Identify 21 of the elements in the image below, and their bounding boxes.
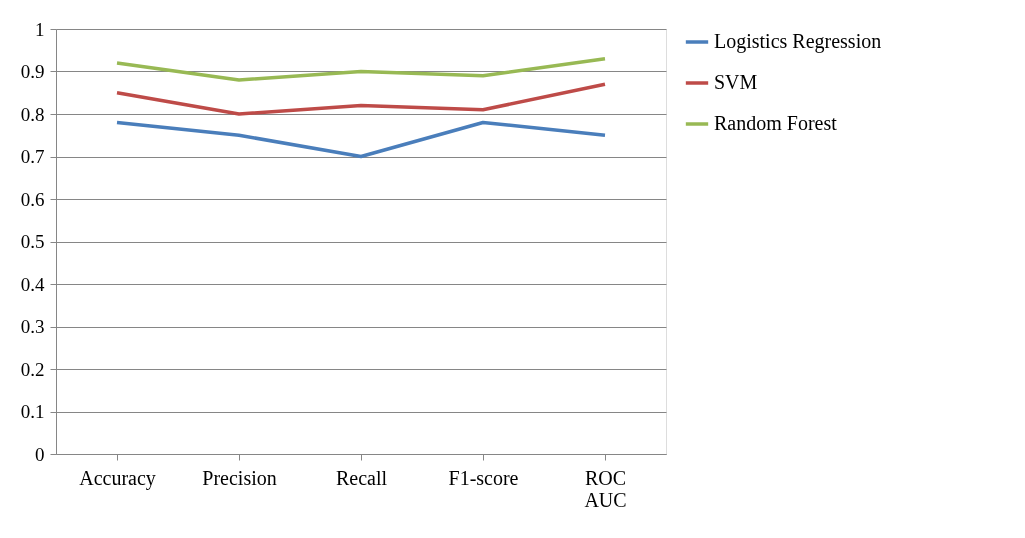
legend-label: Logistics Regression [714, 30, 882, 53]
y-tick-label: 0.7 [20, 146, 45, 167]
line-series [115, 82, 607, 116]
y-tick-label: 0.2 [20, 358, 45, 380]
x-tick-label: Accuracy [79, 466, 156, 490]
line-series [115, 57, 607, 82]
y-tick-label: 0.1 [20, 401, 45, 422]
y-tick-label: 0.9 [20, 61, 45, 82]
y-tick-label: 0.6 [20, 188, 45, 210]
x-tick-label: ROC AUC [584, 466, 627, 511]
y-tick-label: 0.8 [20, 103, 45, 125]
y-tick-label: 0 [35, 443, 45, 465]
legend-label: SVM [714, 71, 758, 93]
x-tick-label: Recall [335, 466, 388, 489]
y-tick-label: 0.5 [20, 231, 45, 252]
y-tick-label: 1 [35, 18, 45, 40]
x-tick-label: Precision [202, 466, 277, 489]
y-tick-label: 0.3 [20, 316, 45, 337]
x-tick-label: F1-score [448, 466, 519, 489]
y-tick-label: 0.4 [20, 273, 45, 295]
legend-label: Random Forest [714, 112, 838, 134]
